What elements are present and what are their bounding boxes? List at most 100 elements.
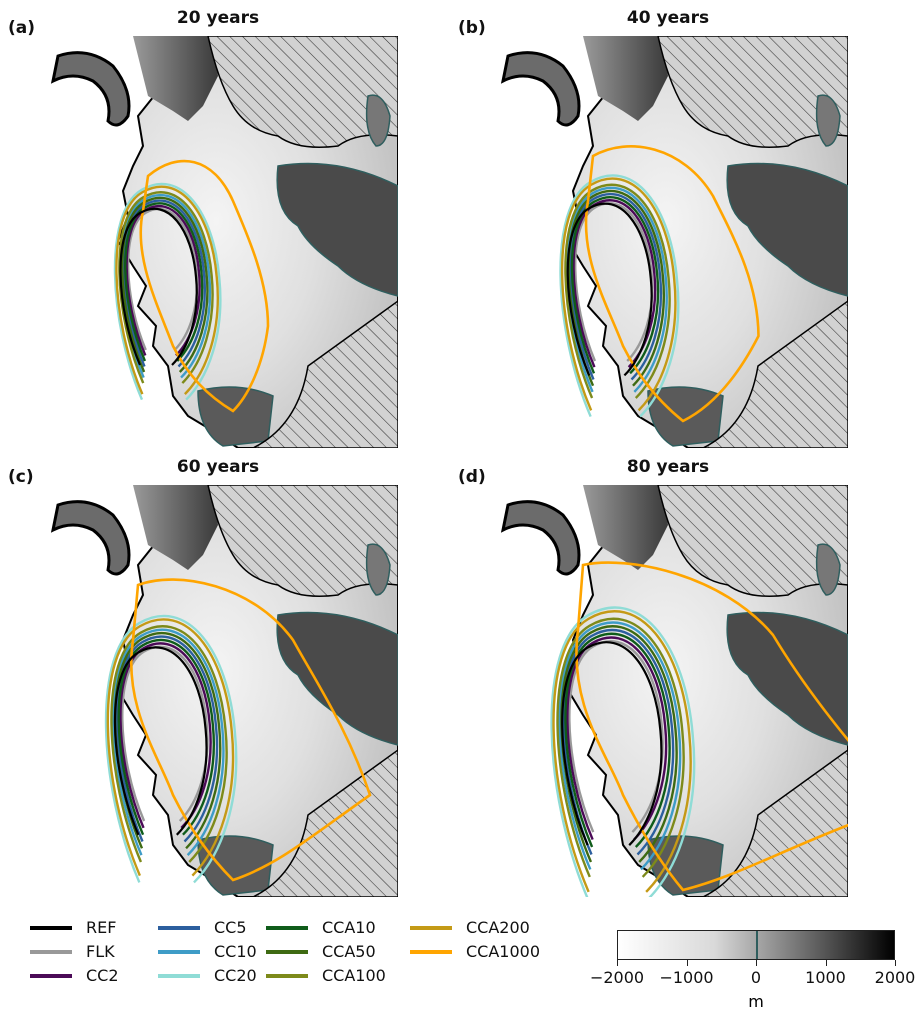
peninsula — [500, 51, 581, 127]
contour-cca200 — [560, 177, 677, 412]
legend-item-cca1000: CCA1000 — [410, 942, 540, 961]
contour-cca1000 — [129, 578, 372, 882]
contour-cc2 — [572, 199, 657, 368]
colorbar-zero-mark — [756, 931, 758, 959]
contour-cca200 — [106, 618, 235, 877]
legend-swatch — [30, 973, 72, 978]
colorbar-tick-mark — [686, 960, 688, 966]
legend-label: CCA200 — [466, 918, 530, 937]
contour-cca100 — [556, 617, 685, 878]
panel-title: 60 years — [176, 457, 260, 477]
bed-topography-map — [488, 485, 848, 897]
map-panel-2: 40 years (b) — [450, 8, 850, 448]
hatched-region-southeast — [702, 300, 848, 448]
colorbar — [617, 930, 895, 960]
legend-swatch — [158, 973, 200, 978]
peninsula — [500, 500, 581, 576]
contour-cc2 — [119, 642, 212, 829]
hatched-region-north — [657, 36, 848, 148]
dark-ridge — [133, 485, 218, 570]
legend-item-cca10: CCA10 — [266, 918, 376, 937]
legend-swatch — [266, 925, 308, 930]
island — [365, 543, 391, 596]
contour-cc20 — [550, 606, 696, 897]
contour-cca1000 — [139, 159, 270, 413]
panel-title: 80 years — [626, 457, 710, 477]
east-highland — [726, 162, 848, 297]
peninsula — [50, 500, 131, 576]
legend-item-cc2: CC2 — [30, 966, 119, 985]
contour-cca100 — [110, 625, 228, 863]
panel-letter: (b) — [458, 18, 486, 38]
map-panel-3: 60 years (c) — [0, 457, 400, 897]
colorbar-tick-mark — [756, 960, 757, 966]
contour-ref — [561, 641, 663, 846]
contour-cc5 — [122, 199, 206, 368]
legend-item-cc5: CC5 — [158, 918, 247, 937]
legend-item-ref: REF — [30, 918, 116, 937]
island — [815, 94, 841, 147]
contour-cc20 — [113, 182, 222, 401]
map-panel-4: 80 years (d) — [450, 457, 850, 897]
panel-letter: (a) — [8, 18, 36, 38]
colorbar-tick-label: 0 — [750, 968, 762, 987]
contour-cca100 — [564, 183, 671, 399]
contour-cc5 — [569, 192, 663, 381]
contour-cc2 — [125, 204, 201, 357]
contour-ref — [566, 202, 653, 377]
legend-swatch — [410, 925, 452, 930]
legend-label: CC5 — [214, 918, 247, 937]
colorbar-tick-mark — [825, 960, 827, 966]
contour-cc10 — [112, 628, 225, 856]
bed-topography-map — [38, 485, 398, 897]
legend-label: CC20 — [214, 966, 257, 985]
colorbar-tick-label: −2000 — [589, 968, 645, 987]
legend-item-cca50: CCA50 — [266, 942, 376, 961]
contour-ref — [113, 646, 208, 836]
contour-cca1000 — [584, 145, 760, 423]
contour-flk — [126, 207, 199, 351]
dark-ridge — [583, 36, 668, 121]
colorbar-tick-label: 2000 — [874, 968, 916, 987]
legend-swatch — [158, 925, 200, 930]
legend-swatch — [30, 949, 72, 954]
east-highland — [276, 611, 398, 746]
legend-label: CCA10 — [322, 918, 376, 937]
dark-ridge — [133, 36, 218, 121]
contour-ref — [119, 207, 198, 366]
contour-cc20 — [104, 614, 238, 884]
colorbar-tick-label: 1000 — [805, 968, 846, 987]
hatched-region-southeast — [252, 300, 398, 448]
hatched-region-southeast — [702, 749, 848, 897]
legend-swatch — [266, 973, 308, 978]
legend-label: REF — [86, 918, 117, 937]
contour-cca50 — [567, 189, 665, 387]
panel-letter: (c) — [8, 467, 34, 487]
legend: REF FLK CC2 CC5 CC10 CC20 CCA10 CCA50 CCA100 CCA2… — [30, 918, 590, 998]
island — [365, 94, 391, 147]
legend-label: FLK — [86, 942, 115, 961]
legend-item-cca200: CCA200 — [410, 918, 530, 937]
contour-cc5 — [115, 635, 219, 843]
peninsula — [50, 51, 131, 127]
legend-label: CCA1000 — [466, 942, 541, 961]
legend-item-flk: FLK — [30, 942, 115, 961]
bed-topography-map — [38, 36, 398, 448]
map-panel-1: 20 years (a) — [0, 8, 400, 448]
contour-cca1000 — [575, 561, 848, 892]
hatched-region-north — [207, 485, 398, 597]
panel-title: 20 years — [176, 8, 260, 28]
hatched-region-north — [657, 485, 848, 597]
bed-topography-map — [488, 36, 848, 448]
legend-swatch — [266, 949, 308, 954]
legend-label: CCA50 — [322, 942, 376, 961]
contour-cca10 — [124, 202, 204, 362]
legend-swatch — [158, 949, 200, 954]
panel-title: 40 years — [626, 8, 710, 28]
legend-swatch — [410, 949, 452, 954]
legend-label: CC2 — [86, 966, 119, 985]
legend-item-cca100: CCA100 — [266, 966, 386, 985]
contour-cc20 — [559, 174, 680, 418]
east-highland — [726, 611, 848, 746]
hatched-region-north — [207, 36, 398, 148]
